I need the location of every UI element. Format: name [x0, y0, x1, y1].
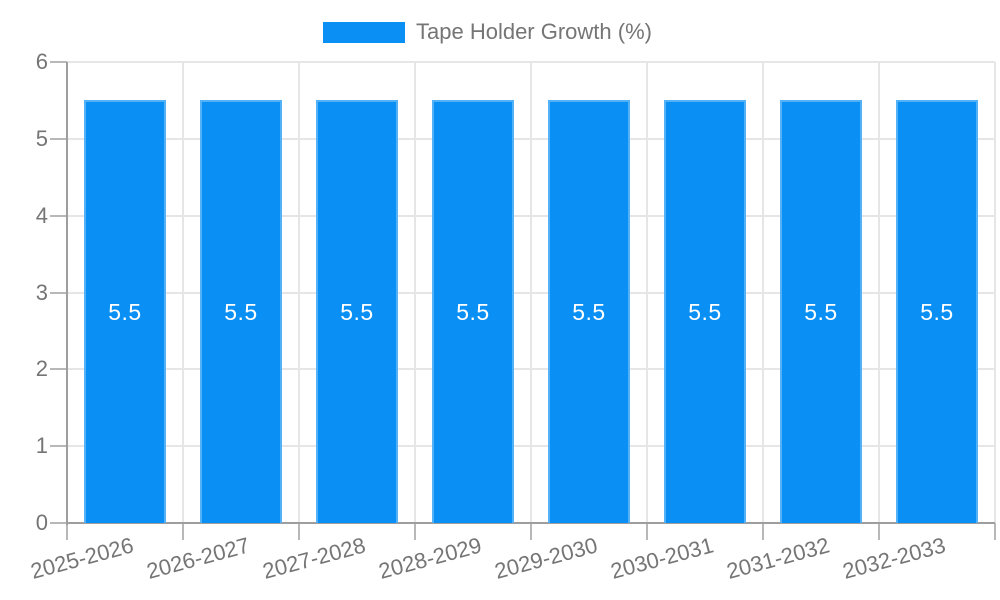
bar[interactable]: 5.5: [200, 100, 282, 523]
x-gridline: [414, 62, 416, 523]
bar-value-label: 5.5: [804, 299, 838, 325]
bar-value-label: 5.5: [920, 299, 954, 325]
bar[interactable]: 5.5: [896, 100, 978, 523]
bar-value-label: 5.5: [340, 299, 374, 325]
y-axis-label: 4: [35, 202, 48, 228]
y-axis-tick: [50, 522, 67, 524]
x-gridline: [646, 62, 648, 523]
legend-label: Tape Holder Growth (%): [416, 19, 652, 44]
bar[interactable]: 5.5: [316, 100, 398, 523]
y-axis-tick: [50, 214, 67, 217]
bar-value-label: 5.5: [456, 299, 490, 325]
legend-swatch: [323, 21, 405, 43]
x-axis-tick: [414, 523, 416, 540]
x-axis-tick: [182, 523, 184, 540]
x-axis-tick: [298, 523, 300, 540]
x-gridline: [298, 62, 300, 523]
y-axis-line: [66, 62, 68, 525]
bar[interactable]: 5.5: [664, 100, 746, 523]
bar[interactable]: 5.5: [548, 100, 630, 523]
y-axis-label: 2: [35, 356, 48, 382]
x-axis-tick: [530, 523, 532, 540]
y-axis-label: 5: [35, 125, 48, 151]
x-gridline: [530, 62, 532, 523]
x-axis-tick: [994, 523, 996, 540]
bar-value-label: 5.5: [688, 299, 722, 325]
x-gridline: [182, 62, 184, 523]
bar-value-label: 5.5: [572, 299, 606, 325]
bar-value-label: 5.5: [108, 299, 142, 325]
bar[interactable]: 5.5: [84, 100, 166, 523]
y-axis-tick: [50, 368, 67, 371]
x-axis-tick: [66, 523, 68, 540]
y-axis-tick: [50, 445, 67, 448]
bar[interactable]: 5.5: [780, 100, 862, 523]
bar[interactable]: 5.5: [432, 100, 514, 523]
y-axis-tick: [50, 61, 67, 63]
y-axis-label: 1: [35, 433, 48, 459]
y-axis-tick: [50, 137, 67, 140]
x-axis-tick: [762, 523, 764, 540]
y-axis-tick: [50, 291, 67, 294]
y-axis-label: 0: [35, 510, 48, 535]
x-gridline: [762, 62, 764, 523]
x-axis-tick: [646, 523, 648, 540]
x-gridline: [994, 62, 996, 523]
y-axis-label: 3: [35, 279, 48, 305]
x-axis-line: [67, 522, 995, 524]
x-axis-tick: [878, 523, 880, 540]
bar-value-label: 5.5: [224, 299, 258, 325]
y-axis-label: 6: [35, 49, 48, 74]
legend-item[interactable]: Tape Holder Growth (%): [323, 18, 652, 46]
x-gridline: [878, 62, 880, 523]
